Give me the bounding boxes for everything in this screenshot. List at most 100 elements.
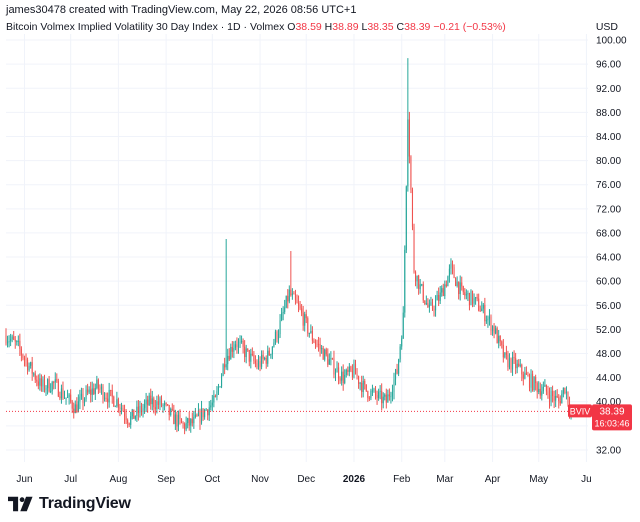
candle-body (22, 354, 24, 359)
candle-body (504, 352, 506, 358)
candle-body (425, 303, 427, 305)
close-label: C (396, 21, 405, 33)
candle-body (99, 388, 101, 390)
candle-body (156, 401, 158, 410)
y-tick-label: 68.00 (596, 228, 621, 239)
candle-body (365, 384, 367, 392)
candle-body (68, 394, 70, 397)
candle-body (162, 405, 164, 407)
candle-body (228, 355, 230, 360)
x-tick-label: 2026 (343, 474, 366, 485)
candle-body (479, 310, 481, 312)
candle-body (502, 345, 504, 358)
high-label: H (324, 21, 333, 33)
candle-body (299, 305, 301, 309)
candle-body (453, 267, 455, 278)
candle-body (196, 414, 198, 416)
candle-body (45, 388, 47, 390)
candle-body (567, 391, 569, 404)
candle-body (455, 277, 457, 286)
candle-body (445, 284, 447, 287)
candle-body (467, 293, 469, 295)
tradingview-brand[interactable]: TradingView (8, 494, 131, 514)
price-badge-countdown: 16:03:46 (594, 418, 629, 428)
candle-body (128, 423, 130, 425)
candle-body (353, 363, 355, 378)
candle-body (104, 397, 106, 400)
candle-body (170, 408, 172, 415)
candle-body (559, 401, 561, 404)
candle-body (90, 389, 92, 395)
candle-body (168, 405, 170, 415)
candle-body (387, 394, 389, 403)
candle-body (261, 354, 263, 367)
candle-body (107, 398, 109, 403)
candle-body (43, 379, 46, 390)
candle-body (165, 403, 167, 405)
candle-body (120, 408, 123, 410)
candle-body (87, 389, 89, 393)
candle-body (199, 410, 201, 423)
candle-body (264, 357, 266, 359)
candle-body (399, 346, 401, 360)
candle-body (305, 314, 307, 319)
candle-body (231, 346, 233, 352)
candle-body (147, 399, 149, 406)
candle-body (376, 394, 378, 399)
candle-body (63, 397, 66, 399)
candle-body (499, 335, 501, 342)
candle-body (251, 353, 253, 355)
candle-body (524, 372, 526, 379)
candle-body (492, 326, 494, 332)
candle-body (435, 300, 437, 311)
candle-body (194, 414, 196, 418)
candle-body (438, 295, 440, 301)
candle-body (31, 362, 33, 374)
candle-body (308, 333, 310, 335)
candle-body (444, 284, 446, 297)
candle-body (7, 341, 9, 344)
candle-body (219, 386, 221, 388)
y-tick-label: 32.00 (596, 445, 621, 456)
candle-body (176, 414, 178, 427)
y-tick-label: 52.00 (596, 325, 621, 336)
candle-body (233, 347, 235, 352)
candle-body (88, 389, 90, 393)
x-tick-label: Sep (157, 474, 175, 485)
candle-body (419, 284, 421, 290)
candle-body (65, 397, 67, 399)
candle-body (461, 282, 463, 287)
candle-body (333, 358, 335, 375)
candle-body (188, 418, 190, 426)
candle-body (342, 371, 344, 383)
candle-body (213, 395, 215, 403)
candle-body (422, 284, 424, 301)
candle-body (191, 418, 193, 424)
candle-body (338, 367, 340, 379)
close-value: 38.39 (404, 21, 431, 33)
candle-body (117, 399, 119, 408)
candle-body (148, 395, 150, 406)
candle-body (116, 399, 118, 407)
candle-body (558, 397, 560, 402)
candle-body (512, 356, 514, 370)
candle-body (42, 379, 44, 387)
candle-body (142, 408, 144, 412)
candle-body (471, 290, 474, 304)
candle-body (374, 389, 377, 395)
candle-body (93, 388, 95, 394)
candle-body (370, 390, 372, 399)
candle-body (130, 416, 132, 425)
candle-body (535, 376, 537, 384)
candle-body (16, 341, 18, 343)
candle-body (54, 379, 56, 383)
candle-body (53, 381, 55, 383)
candle-body (482, 304, 484, 309)
candle-body (539, 388, 541, 396)
candle-body (354, 363, 357, 375)
candle-body (433, 308, 435, 311)
candle-body (428, 304, 430, 308)
candle-body (119, 407, 121, 409)
candle-body (153, 398, 155, 408)
